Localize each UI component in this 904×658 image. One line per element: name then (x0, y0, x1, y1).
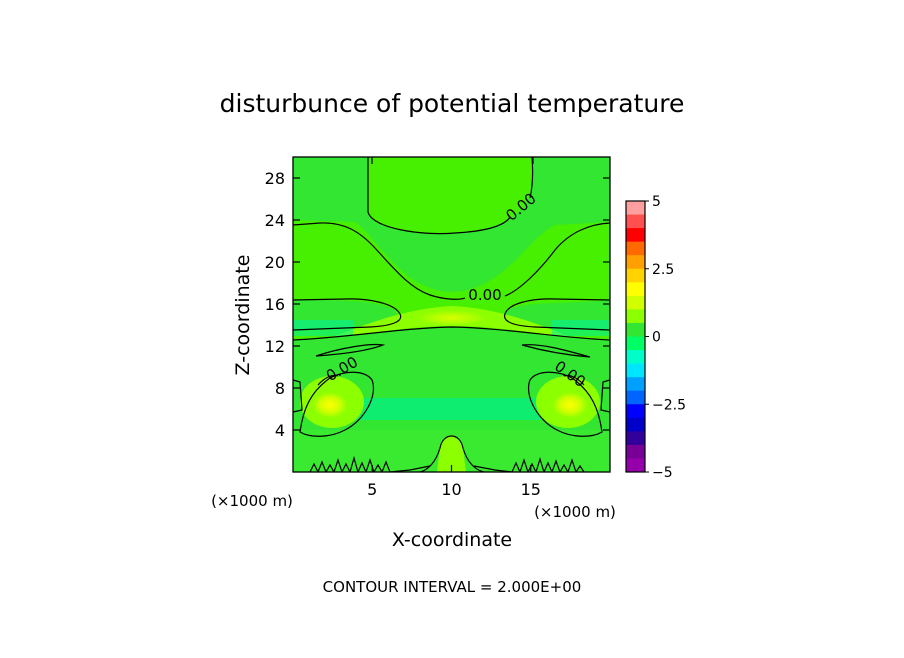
field-warm-arch-core (412, 309, 492, 327)
x-tick-label: 5 (367, 480, 377, 499)
y-tick-label: 20 (265, 253, 285, 272)
colorbar-swatch (626, 363, 645, 378)
field-mid-band (293, 220, 610, 340)
y-tick-label: 16 (265, 295, 285, 314)
contour-center-bump (419, 435, 485, 472)
colorbar-tick-label: −5 (652, 465, 673, 481)
colorbar-swatch (626, 336, 645, 351)
colorbar-swatch (626, 458, 645, 473)
x-axis: 5 10 15 (367, 465, 541, 499)
contour-right-blob-outer (528, 371, 603, 437)
colorbar-swatch (626, 241, 645, 256)
x-tick-label: 10 (441, 480, 461, 499)
colorbar-swatch (626, 268, 645, 283)
field-upper-lobe (368, 157, 532, 234)
contour-left-blob-outer (299, 371, 374, 437)
colorbar-swatch (626, 390, 645, 405)
colorbar-swatch (626, 322, 645, 337)
colorbar-swatch (626, 404, 645, 419)
contour-right-lobe (504, 298, 610, 331)
contour-upper-right (504, 222, 610, 297)
contour-right-streak (521, 344, 591, 358)
colorbar-swatch (626, 309, 645, 324)
field-cool-band-upper-right (552, 320, 610, 336)
colorbar: 5 2.5 0 −2.5 −5 (625, 194, 686, 481)
x-unit-label: (×1000 m) (534, 503, 616, 521)
contour-left-streak (315, 343, 386, 357)
colorbar-swatch (626, 444, 645, 459)
contour-upper-left (293, 222, 466, 300)
field-cool-band-lower (355, 398, 548, 420)
y-tick-label: 24 (265, 211, 285, 230)
colorbar-swatch (626, 417, 645, 432)
contour-surface-noise-left (309, 455, 431, 472)
y-tick-label: 12 (265, 337, 285, 356)
field-warm-blob-left-core (308, 389, 352, 421)
colorbar-swatch (626, 201, 645, 216)
contour-label: 0.00 (468, 286, 501, 304)
colorbar-swatch (626, 214, 645, 229)
colorbar-tick-label: −2.5 (652, 397, 686, 413)
colorbar-swatch (626, 295, 645, 310)
colorbar-swatch (626, 377, 645, 392)
x-axis-title: X-coordinate (392, 529, 512, 551)
y-axis-title: Z-coordinate (232, 255, 254, 376)
colorbar-tick-label: 5 (652, 194, 661, 210)
colorbar-swatch (626, 255, 645, 270)
chart-title: disturbunce of potential temperature (220, 89, 685, 118)
contour-left-side (293, 379, 303, 413)
heatmap-field (293, 157, 610, 472)
field-warm-blob-right-core (548, 389, 592, 421)
y-tick-label: 28 (265, 169, 285, 188)
y-tick-label: 8 (275, 379, 285, 398)
y-axis: 4 8 12 16 20 24 28 (265, 169, 610, 440)
field-cool-band-upper (293, 320, 353, 336)
contour-left-mini (317, 374, 339, 386)
contour-interval-note: CONTOUR INTERVAL = 2.000E+00 (323, 578, 582, 596)
x-tick-label: 15 (521, 480, 541, 499)
colorbar-tick-label: 0 (652, 330, 661, 346)
colorbar-tick-label: 2.5 (652, 262, 674, 278)
contour-surface-noise-right (473, 456, 585, 472)
contour-lines (293, 157, 610, 472)
contour-left-lobe (293, 298, 402, 331)
field-center-bump (437, 436, 466, 472)
z-unit-label: (×1000 m) (211, 492, 293, 510)
contour-arch (293, 326, 610, 341)
colorbar-swatch (626, 431, 645, 446)
contour-right-mini (563, 374, 585, 386)
contour-right-side (600, 379, 610, 413)
contour-upper-dome (367, 157, 511, 235)
contour-upper-dome-right (529, 157, 534, 199)
colorbar-swatch (626, 228, 645, 243)
colorbar-swatch (626, 282, 645, 297)
colorbar-swatch (626, 350, 645, 365)
y-tick-label: 4 (275, 421, 285, 440)
